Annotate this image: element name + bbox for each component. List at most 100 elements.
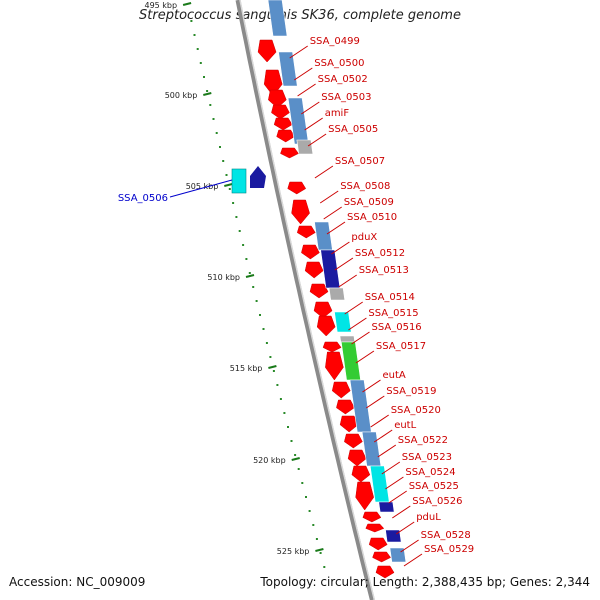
gene-arrow[interactable] bbox=[291, 199, 310, 225]
cds-block[interactable] bbox=[328, 287, 346, 301]
gene-label[interactable]: pduX bbox=[351, 232, 377, 243]
cds-block[interactable] bbox=[334, 311, 352, 333]
tick-mark bbox=[224, 183, 233, 187]
scale-dot bbox=[308, 510, 311, 512]
gene-label[interactable]: SSA_0515 bbox=[368, 308, 418, 319]
scale-dot bbox=[193, 34, 196, 36]
leader-line bbox=[323, 206, 342, 220]
gene-label[interactable]: eutA bbox=[383, 370, 406, 381]
gene-label[interactable]: SSA_0522 bbox=[398, 435, 448, 446]
scale-dot bbox=[255, 300, 258, 302]
gene-label[interactable]: SSA_0502 bbox=[318, 74, 368, 85]
gene-label[interactable]: eutL bbox=[394, 420, 416, 431]
gene-label[interactable]: SSA_0500 bbox=[314, 58, 364, 69]
scale-dot bbox=[248, 272, 251, 274]
scale-dot bbox=[245, 258, 248, 260]
gene-arrow[interactable] bbox=[316, 315, 336, 337]
scale-dot bbox=[209, 104, 212, 106]
cds-block[interactable] bbox=[339, 335, 356, 343]
gene-label[interactable]: SSA_0514 bbox=[365, 292, 415, 303]
gene-arrow[interactable] bbox=[301, 244, 320, 260]
scale-dot bbox=[301, 482, 304, 484]
gene-arrow[interactable] bbox=[287, 181, 307, 195]
gene-arrow[interactable] bbox=[365, 523, 385, 533]
scale-dot bbox=[196, 48, 199, 50]
gene-arrow[interactable] bbox=[355, 481, 374, 511]
gene-arrow[interactable] bbox=[268, 89, 287, 109]
tick-mark bbox=[245, 274, 255, 278]
tick-label: 525 kbp bbox=[277, 547, 310, 556]
gene-label[interactable]: SSA_0509 bbox=[344, 197, 394, 208]
reverse-cds-block[interactable] bbox=[231, 168, 247, 194]
gene-label[interactable]: SSA_0510 bbox=[347, 212, 397, 223]
gene-label[interactable]: SSA_0520 bbox=[391, 405, 441, 416]
gene-label[interactable]: SSA_0507 bbox=[335, 156, 385, 167]
gene-arrow[interactable] bbox=[344, 433, 363, 449]
cds-block[interactable] bbox=[378, 501, 395, 513]
leader-line bbox=[373, 429, 393, 443]
scale-dot bbox=[222, 160, 225, 162]
gene-arrow[interactable] bbox=[280, 147, 299, 159]
gene-arrow[interactable] bbox=[362, 511, 382, 523]
gene-arrow[interactable] bbox=[331, 381, 351, 399]
gene-arrow[interactable] bbox=[296, 225, 316, 239]
scale-dot bbox=[238, 230, 241, 232]
gene-label[interactable]: SSA_0505 bbox=[328, 124, 378, 135]
gene-label[interactable]: pduL bbox=[416, 512, 441, 523]
cds-block[interactable] bbox=[340, 341, 361, 381]
gene-arrow[interactable] bbox=[273, 117, 293, 131]
leader-line bbox=[392, 505, 411, 519]
gene-label[interactable]: SSA_0523 bbox=[402, 452, 452, 463]
map-title: Streptococcus sanguinis SK36, complete g… bbox=[139, 8, 461, 23]
gene-label[interactable]: SSA_0512 bbox=[355, 248, 405, 259]
scale-dot bbox=[290, 440, 293, 442]
scale-dot bbox=[242, 244, 245, 246]
gene-label[interactable]: SSA_0516 bbox=[372, 322, 422, 333]
gene-arrow[interactable] bbox=[351, 465, 371, 483]
tick-label: 500 kbp bbox=[165, 91, 198, 100]
scale-dot bbox=[212, 118, 215, 120]
gene-arrow[interactable] bbox=[339, 415, 359, 433]
gene-arrow[interactable] bbox=[271, 104, 290, 120]
gene-label[interactable]: SSA_0499 bbox=[310, 36, 360, 47]
gene-label[interactable]: SSA_0503 bbox=[321, 92, 371, 103]
cds-block[interactable] bbox=[361, 431, 382, 467]
gene-label[interactable]: SSA_0528 bbox=[421, 530, 471, 541]
gene-label[interactable]: SSA_0506 bbox=[118, 193, 168, 204]
gene-arrow[interactable] bbox=[313, 301, 333, 319]
cds-block[interactable] bbox=[296, 139, 314, 155]
gene-arrow[interactable] bbox=[336, 399, 355, 415]
gene-arrow[interactable] bbox=[368, 537, 388, 551]
gene-label[interactable]: SSA_0508 bbox=[340, 181, 390, 192]
leader-line bbox=[366, 395, 385, 409]
leader-line bbox=[331, 241, 350, 255]
genome-backbone-highlight bbox=[239, 0, 376, 600]
gene-label[interactable]: amiF bbox=[325, 108, 350, 119]
cds-block[interactable] bbox=[267, 0, 288, 37]
gene-arrow[interactable] bbox=[322, 341, 342, 353]
leader-line bbox=[304, 117, 323, 131]
reverse-gene-arrow[interactable] bbox=[250, 166, 266, 188]
scale-dot bbox=[259, 314, 261, 316]
cds-block[interactable] bbox=[314, 221, 333, 251]
scale-dot bbox=[279, 398, 282, 400]
gene-arrow[interactable] bbox=[347, 449, 367, 467]
gene-arrow[interactable] bbox=[304, 261, 324, 279]
gene-arrow[interactable] bbox=[375, 565, 395, 579]
gene-arrow[interactable] bbox=[372, 551, 391, 563]
gene-arrow[interactable] bbox=[325, 351, 344, 381]
gene-arrow[interactable] bbox=[257, 39, 277, 63]
gene-label[interactable]: SSA_0513 bbox=[359, 265, 409, 276]
gene-label[interactable]: SSA_0519 bbox=[386, 386, 436, 397]
tick-layer: 495 kbp 500 kbp 505 kbp 510 kbp 515 kbp 520 k… bbox=[144, 1, 324, 556]
gene-label[interactable]: SSA_0517 bbox=[376, 341, 426, 352]
gene-arrow[interactable] bbox=[276, 129, 296, 143]
gene-label[interactable]: SSA_0524 bbox=[405, 467, 455, 478]
leader-line bbox=[334, 257, 354, 271]
cds-block[interactable] bbox=[278, 51, 298, 87]
gene-label[interactable]: SSA_0529 bbox=[424, 544, 474, 555]
gene-arrow[interactable] bbox=[309, 283, 329, 299]
gene-label[interactable]: SSA_0526 bbox=[412, 496, 462, 507]
gene-label[interactable]: SSA_0525 bbox=[409, 481, 459, 492]
